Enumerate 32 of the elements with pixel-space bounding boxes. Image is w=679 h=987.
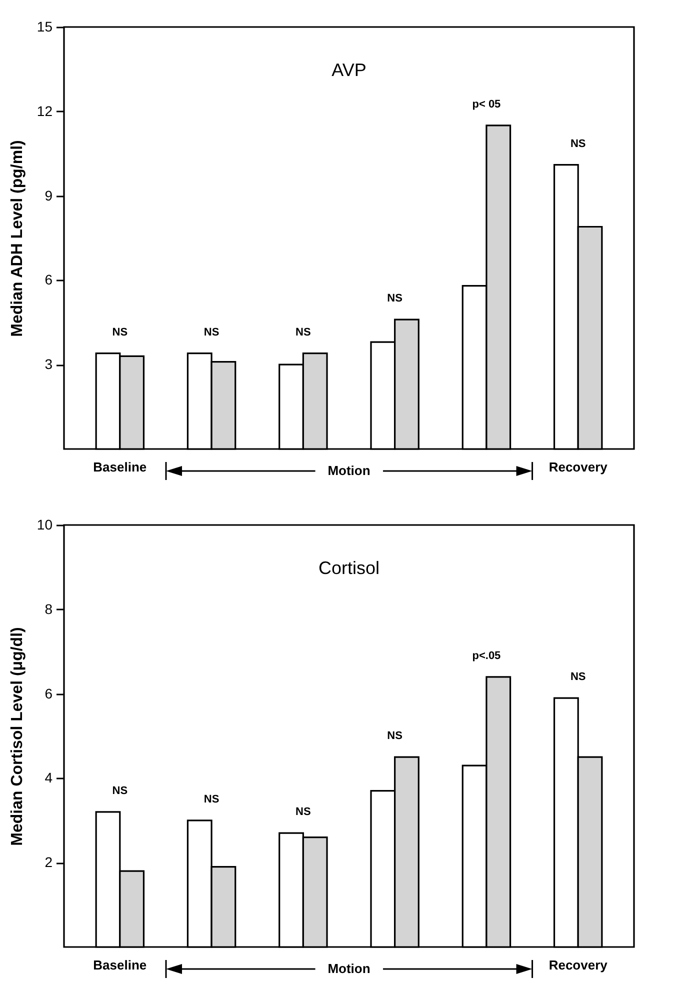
text: Motion [328,463,370,478]
annotation: NS [387,730,402,742]
text: Cortisol [318,558,380,578]
x-tick-label: Baseline [93,460,147,474]
x-tick-label: Recovery [548,460,608,474]
text: Motion [328,961,370,976]
y-tick-label: 6 [44,272,53,288]
x-tick-label: Recovery [548,958,608,972]
annotation: p<.05 [472,650,501,662]
y-tick-label: 4 [44,770,53,786]
annotation: NS [570,138,586,150]
y-tick-label: 9 [44,187,53,204]
annotation: NS [296,326,311,338]
y-axis-title: Median ADH Level (pg/ml) [8,140,26,337]
y-tick-label: 10 [36,516,53,532]
y-tick-label: 3 [44,356,53,372]
y-tick-label: 8 [44,600,53,617]
y-tick-label: 12 [36,102,53,119]
annotation: NS [204,326,220,338]
y-tick-label: 6 [44,685,53,702]
annotation: NS [570,671,586,684]
annotation: NS [204,793,220,806]
y-tick-label: 2 [44,854,53,870]
text: AVP [332,60,366,80]
annotation: p< 05 [472,98,501,110]
x-tick-label: Baseline [93,958,147,972]
annotation: NS [112,326,128,338]
y-tick-label: 15 [36,18,53,34]
annotation: NS [387,292,402,305]
y-axis-title: Median Cortisol Level (μg/dl) [8,627,26,846]
annotation: NS [296,806,311,818]
annotation: NS [112,784,128,797]
